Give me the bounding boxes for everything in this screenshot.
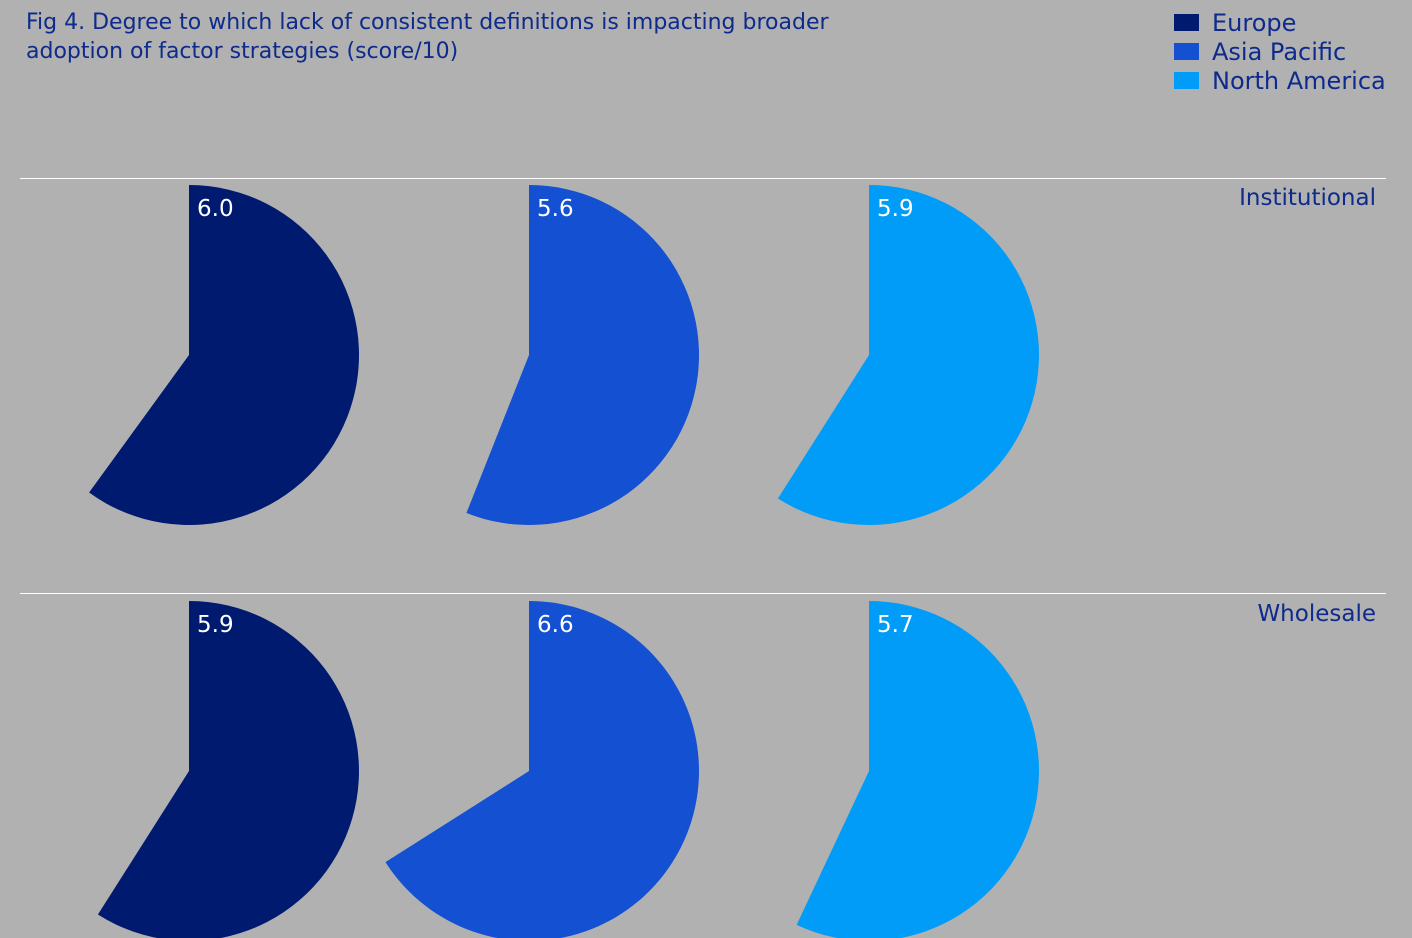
row-label-wholesale: Wholesale	[1257, 601, 1376, 627]
chart-title: Fig 4. Degree to which lack of consisten…	[26, 8, 926, 66]
pie-slice-wholesale-north-america	[796, 601, 1040, 938]
legend-swatch-north-america	[1174, 72, 1199, 89]
value-label-institutional-europe: 6.0	[197, 196, 234, 222]
pie-slice-wholesale-europe	[97, 601, 359, 938]
value-label-wholesale-asia-pacific: 6.6	[537, 612, 574, 638]
legend-swatch-europe	[1174, 14, 1199, 31]
legend-item-north-america: North America	[1174, 66, 1386, 95]
legend-label-europe: Europe	[1212, 8, 1297, 37]
row-divider-wholesale	[20, 593, 1386, 594]
value-label-institutional-asia-pacific: 5.6	[537, 196, 574, 222]
legend-item-asia-pacific: Asia Pacific	[1174, 37, 1386, 66]
legend-swatch-asia-pacific	[1174, 43, 1199, 60]
pie-slice-institutional-north-america	[777, 185, 1039, 525]
chart-title-line-2: adoption of factor strategies (score/10)	[26, 39, 459, 64]
row-divider-institutional	[20, 178, 1386, 179]
pie-slice-wholesale-asia-pacific	[385, 601, 699, 938]
legend: Europe Asia Pacific North America	[1174, 8, 1386, 95]
value-label-wholesale-north-america: 5.7	[877, 612, 914, 638]
value-label-institutional-north-america: 5.9	[877, 196, 914, 222]
row-label-institutional: Institutional	[1239, 185, 1376, 211]
value-label-wholesale-europe: 5.9	[197, 612, 234, 638]
legend-item-europe: Europe	[1174, 8, 1386, 37]
pie-slice-institutional-europe	[89, 185, 360, 525]
pie-slice-institutional-asia-pacific	[466, 185, 700, 525]
legend-label-asia-pacific: Asia Pacific	[1212, 37, 1347, 66]
legend-label-north-america: North America	[1212, 66, 1386, 95]
chart-title-line-1: Fig 4. Degree to which lack of consisten…	[26, 10, 829, 35]
